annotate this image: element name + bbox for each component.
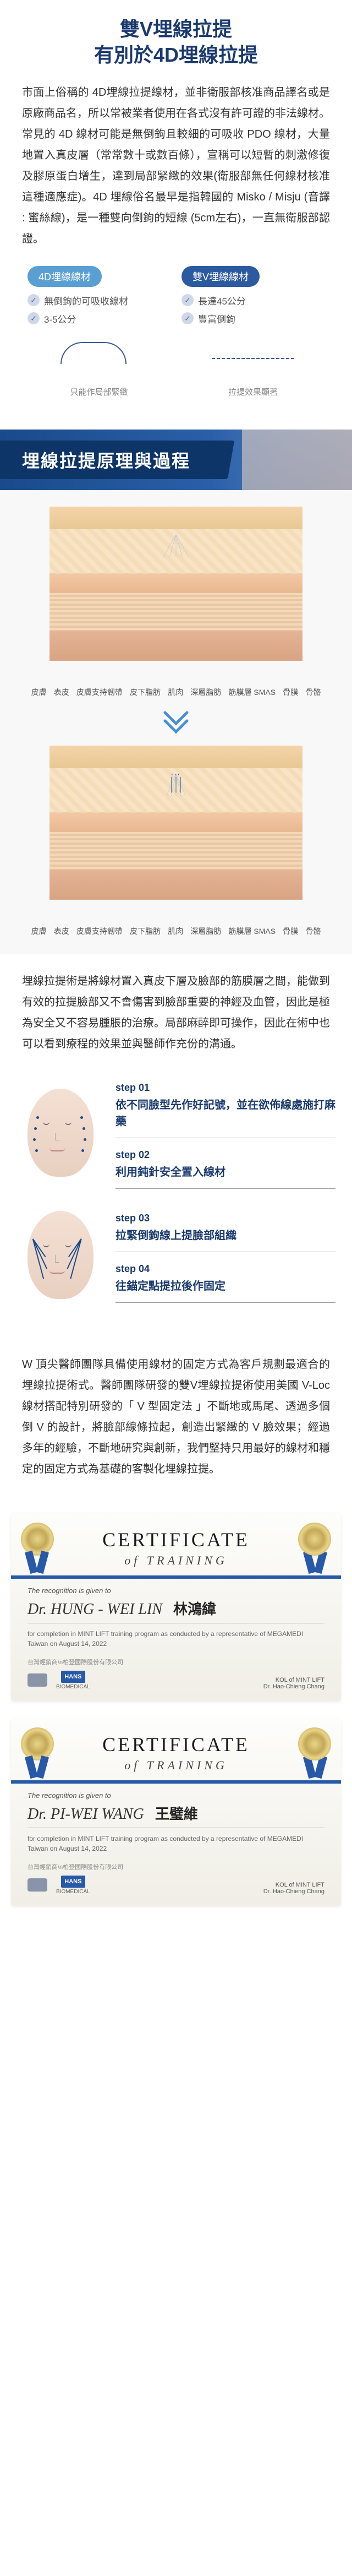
check-icon: ✓ xyxy=(28,312,40,324)
certificate-card: CERTIFICATE of TRAINING The recognition … xyxy=(11,1718,341,1906)
cert-logo-icon: HANSBIOMEDICAL xyxy=(56,1876,90,1895)
cert-detail: for completion in MINT LIFT training pro… xyxy=(28,1834,324,1854)
diagram-area: 皮膚 表皮 皮膚支持韌帶 皮下脂肪 肌肉 深層脂肪 筋膜層 SMAS 骨膜 骨骼 xyxy=(0,490,352,954)
title-line1: 雙V埋線拉提 xyxy=(22,17,330,42)
cert-logo-icon xyxy=(28,1878,47,1892)
check-icon: ✓ xyxy=(28,294,40,306)
skin-diagram-before xyxy=(11,507,341,661)
paragraph-1: 埋線拉提術是將線材置入真皮下層及臉部的筋膜層之間，能做到有效的拉提臉部又不會傷害… xyxy=(0,954,352,1071)
cert-footer: 台灣經銷商\n柏登國際股份有限公司 HANSBIOMEDICAL KOL of … xyxy=(28,1657,324,1690)
compare-4d-col: 4D埋線線材 ✓無倒鉤的可吸收線材 ✓3-5公分 只能作局部緊緻 xyxy=(28,266,170,402)
compare-note: 拉提效果顯著 xyxy=(182,386,324,398)
check-icon: ✓ xyxy=(182,312,194,324)
step-number: step 02 xyxy=(116,1149,336,1161)
compare-note: 只能作局部緊緻 xyxy=(28,386,170,398)
paragraph-2: W 頂尖醫師團隊具備使用線材的固定方式為客戶規劃最適合的埋線拉提術式。醫師團隊研… xyxy=(0,1338,352,1496)
tag-4d: 4D埋線線材 xyxy=(28,266,102,287)
step-description: 往錨定點提拉後作固定 xyxy=(116,1278,336,1295)
comparison-row: 4D埋線線材 ✓無倒鉤的可吸收線材 ✓3-5公分 只能作局部緊緻 雙V埋線線材 … xyxy=(22,266,330,402)
cert-footer: 台灣經銷商\n柏登國際股份有限公司 HANSBIOMEDICAL KOL of … xyxy=(28,1862,324,1895)
face-illustration xyxy=(16,1205,105,1310)
thread-image-4d xyxy=(28,331,170,386)
cert-signature: KOL of MINT LIFT Dr. Hao-Chieng Chang xyxy=(263,1677,324,1690)
step-info: step 01 依不同臉型先作好記號，並在欲佈線處施打麻藥 step 02 利用… xyxy=(116,1082,336,1189)
compare-item: ✓3-5公分 xyxy=(28,312,170,325)
tag-v: 雙V埋線線材 xyxy=(182,266,260,287)
step-number: step 03 xyxy=(116,1213,336,1224)
cert-detail: for completion in MINT LIFT training pro… xyxy=(28,1629,324,1649)
step-row-2: step 03 拉緊倒鉤線上提臉部組織 step 04 往錨定點提拉後作固定 xyxy=(16,1205,336,1310)
intro-paragraph: 市面上俗稱的 4D埋線拉提線材，並非衛服部核准商品譯名或是原廠商品名，所以常被業… xyxy=(22,82,330,249)
certificate-card: CERTIFICATE of TRAINING The recognition … xyxy=(11,1513,341,1701)
header-section: 雙V埋線拉提 有別於4D埋線拉提 市面上俗稱的 4D埋線拉提線材，並非衛服部核准… xyxy=(0,0,352,419)
cert-logo-icon xyxy=(28,1673,47,1687)
step-description: 利用鈍針安全置入線材 xyxy=(116,1164,336,1181)
arrow-down-icon xyxy=(11,704,341,740)
skin-diagram-after xyxy=(11,746,341,900)
compare-item: ✓長達45公分 xyxy=(182,294,324,307)
step-description: 依不同臉型先作好記號，並在欲佈線處施打麻藥 xyxy=(116,1097,336,1130)
step-row-1: step 01 依不同臉型先作好記號，並在欲佈線處施打麻藥 step 02 利用… xyxy=(16,1082,336,1189)
section-banner: 埋線拉提原理與過程 xyxy=(0,430,352,490)
compare-v-col: 雙V埋線線材 ✓長達45公分 ✓豐富倒鉤 拉提效果顯著 xyxy=(182,266,324,402)
cert-title: CERTIFICATE of TRAINING xyxy=(28,1733,324,1773)
cert-recognition: The recognition is given to xyxy=(28,1586,324,1595)
banner-title: 埋線拉提原理與過程 xyxy=(22,447,190,472)
step-number: step 04 xyxy=(116,1263,336,1275)
cert-recognition: The recognition is given to xyxy=(28,1791,324,1800)
step-number: step 01 xyxy=(116,1082,336,1094)
compare-item: ✓豐富倒鉤 xyxy=(182,312,324,325)
cert-org: 台灣經銷商\n柏登國際股份有限公司 xyxy=(28,1862,123,1871)
cert-name: Dr. PI-WEI WANG 王璧維 xyxy=(28,1803,324,1828)
check-icon: ✓ xyxy=(182,294,194,306)
certificates-area: CERTIFICATE of TRAINING The recognition … xyxy=(0,1496,352,1939)
step-info: step 03 拉緊倒鉤線上提臉部組織 step 04 往錨定點提拉後作固定 xyxy=(116,1213,336,1303)
cert-name: Dr. HUNG - WEI LIN 林鴻緯 xyxy=(28,1598,324,1623)
compare-item: ✓無倒鉤的可吸收線材 xyxy=(28,294,170,307)
cert-title: CERTIFICATE of TRAINING xyxy=(28,1528,324,1568)
step-description: 拉緊倒鉤線上提臉部組織 xyxy=(116,1227,336,1244)
diagram-labels: 皮膚 表皮 皮膚支持韌帶 皮下脂肪 肌肉 深層脂肪 筋膜層 SMAS 骨膜 骨骼 xyxy=(11,677,341,699)
cert-org: 台灣經銷商\n柏登國際股份有限公司 xyxy=(28,1657,123,1666)
steps-area: step 01 依不同臉型先作好記號，並在欲佈線處施打麻藥 step 02 利用… xyxy=(0,1071,352,1338)
cert-logo-icon: HANSBIOMEDICAL xyxy=(56,1671,90,1690)
main-title: 雙V埋線拉提 有別於4D埋線拉提 xyxy=(22,17,330,68)
title-line2: 有別於4D埋線拉提 xyxy=(22,42,330,68)
thread-image-v xyxy=(182,331,324,386)
diagram-labels: 皮膚 表皮 皮膚支持韌帶 皮下脂肪 肌肉 深層脂肪 筋膜層 SMAS 骨膜 骨骼 xyxy=(11,916,341,938)
face-illustration xyxy=(16,1083,105,1188)
cert-signature: KOL of MINT LIFT Dr. Hao-Chieng Chang xyxy=(263,1882,324,1895)
